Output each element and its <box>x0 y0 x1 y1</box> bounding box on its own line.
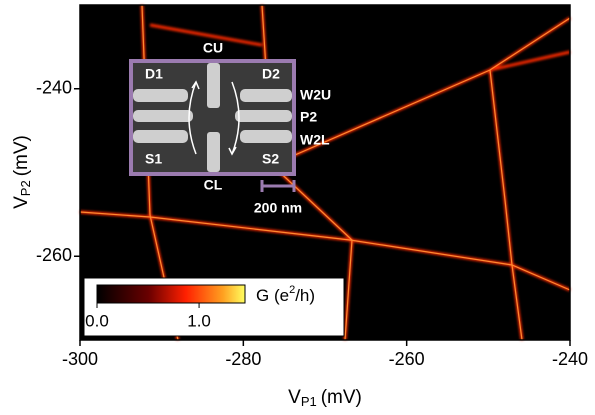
inset-label: W2L <box>300 132 330 148</box>
inset-label: CU <box>203 40 223 56</box>
x-axis-label: VP1 (mV) <box>288 387 362 409</box>
inset-label: W1U <box>95 87 126 103</box>
inset-label: S1 <box>145 151 162 167</box>
scale-bar <box>260 180 296 192</box>
x-tick-label: -240 <box>552 349 588 369</box>
y-tick-label: -260 <box>36 245 72 265</box>
colorbar-tick-label: 0.0 <box>85 311 109 330</box>
inset-label: W2U <box>300 87 331 103</box>
colorbar <box>96 284 246 304</box>
sem-inset <box>129 59 296 176</box>
scale-label: 200 nm <box>254 200 302 216</box>
inset-label: W1L <box>96 132 126 148</box>
inset-label: S2 <box>262 151 279 167</box>
y-tick-label: -240 <box>36 78 72 98</box>
colorbar-tick-label: 1.0 <box>187 311 211 330</box>
inset-label: D1 <box>145 66 163 82</box>
x-tick-label: -280 <box>225 349 261 369</box>
inset-label: P1 <box>109 109 126 125</box>
inset-label: P2 <box>300 109 317 125</box>
colorbar-label: G (e2/h) <box>256 284 315 306</box>
x-tick-label: -260 <box>389 349 425 369</box>
x-tick-label: -300 <box>62 349 98 369</box>
inset-label: D2 <box>262 66 280 82</box>
plot-frame <box>79 4 571 341</box>
y-axis-label: VP2(mV) <box>11 135 33 209</box>
inset-label: CL <box>204 177 223 193</box>
